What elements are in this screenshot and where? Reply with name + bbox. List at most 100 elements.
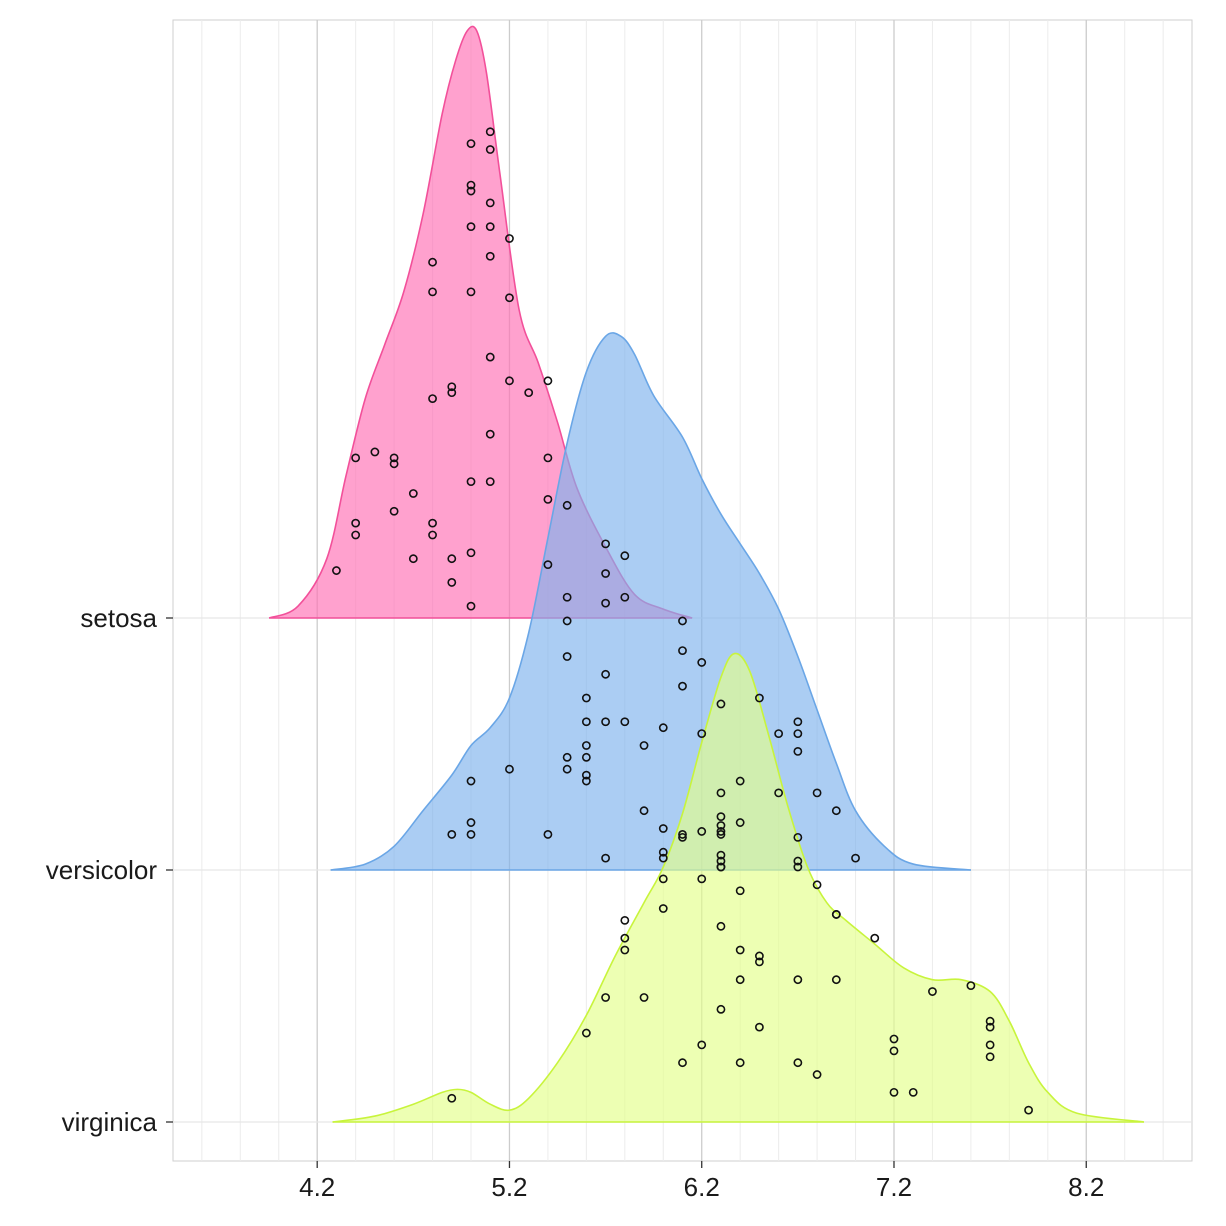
- point-setosa: [466, 601, 476, 611]
- point-virginica: [735, 886, 745, 896]
- point-setosa: [485, 222, 495, 232]
- point-setosa: [543, 560, 553, 570]
- point-setosa: [389, 453, 399, 463]
- point-versicolor: [697, 658, 707, 667]
- panel-border: [172, 19, 1193, 1162]
- density-area-setosa: [269, 26, 693, 619]
- point-setosa: [332, 566, 341, 575]
- point-virginica: [793, 862, 803, 872]
- point-setosa: [389, 459, 399, 469]
- point-virginica: [985, 1052, 995, 1062]
- point-virginica: [735, 945, 745, 955]
- point-setosa: [543, 376, 553, 386]
- point-versicolor: [562, 616, 572, 626]
- density-ridges: [268, 25, 1145, 1123]
- point-virginica: [678, 1058, 687, 1068]
- point-versicolor: [639, 741, 649, 750]
- y-tick-label-setosa: setosa: [80, 603, 157, 633]
- point-virginica: [793, 856, 803, 866]
- point-setosa: [485, 429, 495, 439]
- point-versicolor: [735, 776, 745, 786]
- point-setosa: [485, 477, 495, 487]
- point-setosa: [543, 453, 553, 463]
- point-setosa: [466, 139, 476, 148]
- point-virginica: [831, 975, 841, 985]
- point-virginica: [908, 1087, 918, 1097]
- point-virginica: [755, 957, 764, 967]
- point-setosa: [466, 548, 476, 558]
- point-virginica: [755, 1022, 764, 1032]
- point-virginica: [678, 832, 687, 842]
- point-virginica: [697, 1040, 707, 1050]
- point-virginica: [755, 951, 764, 961]
- x-tick-label: 8.2: [1068, 1172, 1104, 1202]
- point-versicolor: [601, 717, 610, 727]
- point-setosa: [543, 494, 553, 504]
- point-versicolor: [581, 741, 591, 750]
- point-virginica: [716, 1004, 726, 1014]
- point-versicolor: [774, 788, 784, 798]
- point-versicolor: [543, 830, 553, 839]
- point-setosa: [505, 234, 514, 243]
- point-versicolor: [793, 729, 803, 739]
- point-virginica: [793, 1058, 803, 1068]
- point-versicolor: [851, 853, 860, 863]
- point-setosa: [524, 388, 534, 398]
- point-versicolor: [581, 776, 591, 786]
- density-outline-virginica: [332, 652, 1145, 1123]
- point-versicolor: [620, 551, 630, 561]
- point-versicolor: [658, 824, 668, 833]
- point-virginica: [620, 945, 630, 955]
- y-tick-label-virginica: virginica: [62, 1107, 158, 1137]
- point-setosa: [428, 394, 437, 403]
- point-versicolor: [678, 616, 687, 626]
- point-virginica: [812, 1070, 822, 1079]
- point-virginica: [735, 975, 745, 985]
- point-versicolor: [466, 830, 476, 839]
- point-versicolor: [716, 699, 726, 709]
- point-setosa: [485, 251, 495, 261]
- point-virginica: [831, 910, 841, 919]
- point-setosa: [447, 554, 457, 564]
- point-virginica: [793, 832, 803, 842]
- point-versicolor: [581, 693, 591, 703]
- point-versicolor: [466, 776, 476, 786]
- point-virginica: [716, 921, 726, 931]
- point-versicolor: [774, 729, 784, 739]
- point-setosa: [408, 489, 418, 498]
- point-versicolor: [793, 747, 803, 756]
- point-virginica: [928, 987, 937, 996]
- point-virginica: [966, 981, 976, 991]
- point-versicolor: [831, 806, 841, 816]
- point-virginica: [716, 827, 726, 836]
- point-versicolor: [620, 592, 630, 602]
- point-setosa: [428, 518, 437, 528]
- point-setosa: [428, 530, 437, 540]
- point-versicolor: [447, 830, 457, 839]
- x-tick-label: 6.2: [684, 1172, 720, 1202]
- point-virginica: [639, 993, 649, 1002]
- point-versicolor: [601, 853, 610, 863]
- point-versicolor: [716, 788, 726, 798]
- density-outline-versicolor: [330, 332, 971, 871]
- point-virginica: [793, 975, 803, 985]
- point-virginica: [716, 850, 726, 860]
- point-setosa: [351, 518, 361, 528]
- point-versicolor: [678, 646, 687, 655]
- point-setosa: [389, 506, 399, 516]
- x-tick-label: 5.2: [491, 1172, 527, 1202]
- point-versicolor: [658, 847, 668, 857]
- point-versicolor: [581, 770, 591, 780]
- x-tick-label: 4.2: [299, 1172, 335, 1202]
- point-virginica: [716, 821, 726, 830]
- point-setosa: [485, 198, 495, 208]
- point-setosa: [408, 554, 418, 564]
- point-versicolor: [716, 812, 726, 822]
- point-versicolor: [639, 806, 649, 816]
- point-virginica: [697, 827, 707, 836]
- point-setosa: [485, 145, 495, 154]
- point-versicolor: [812, 788, 822, 798]
- point-setosa: [466, 477, 476, 487]
- point-virginica: [889, 1034, 899, 1044]
- point-virginica: [620, 915, 630, 925]
